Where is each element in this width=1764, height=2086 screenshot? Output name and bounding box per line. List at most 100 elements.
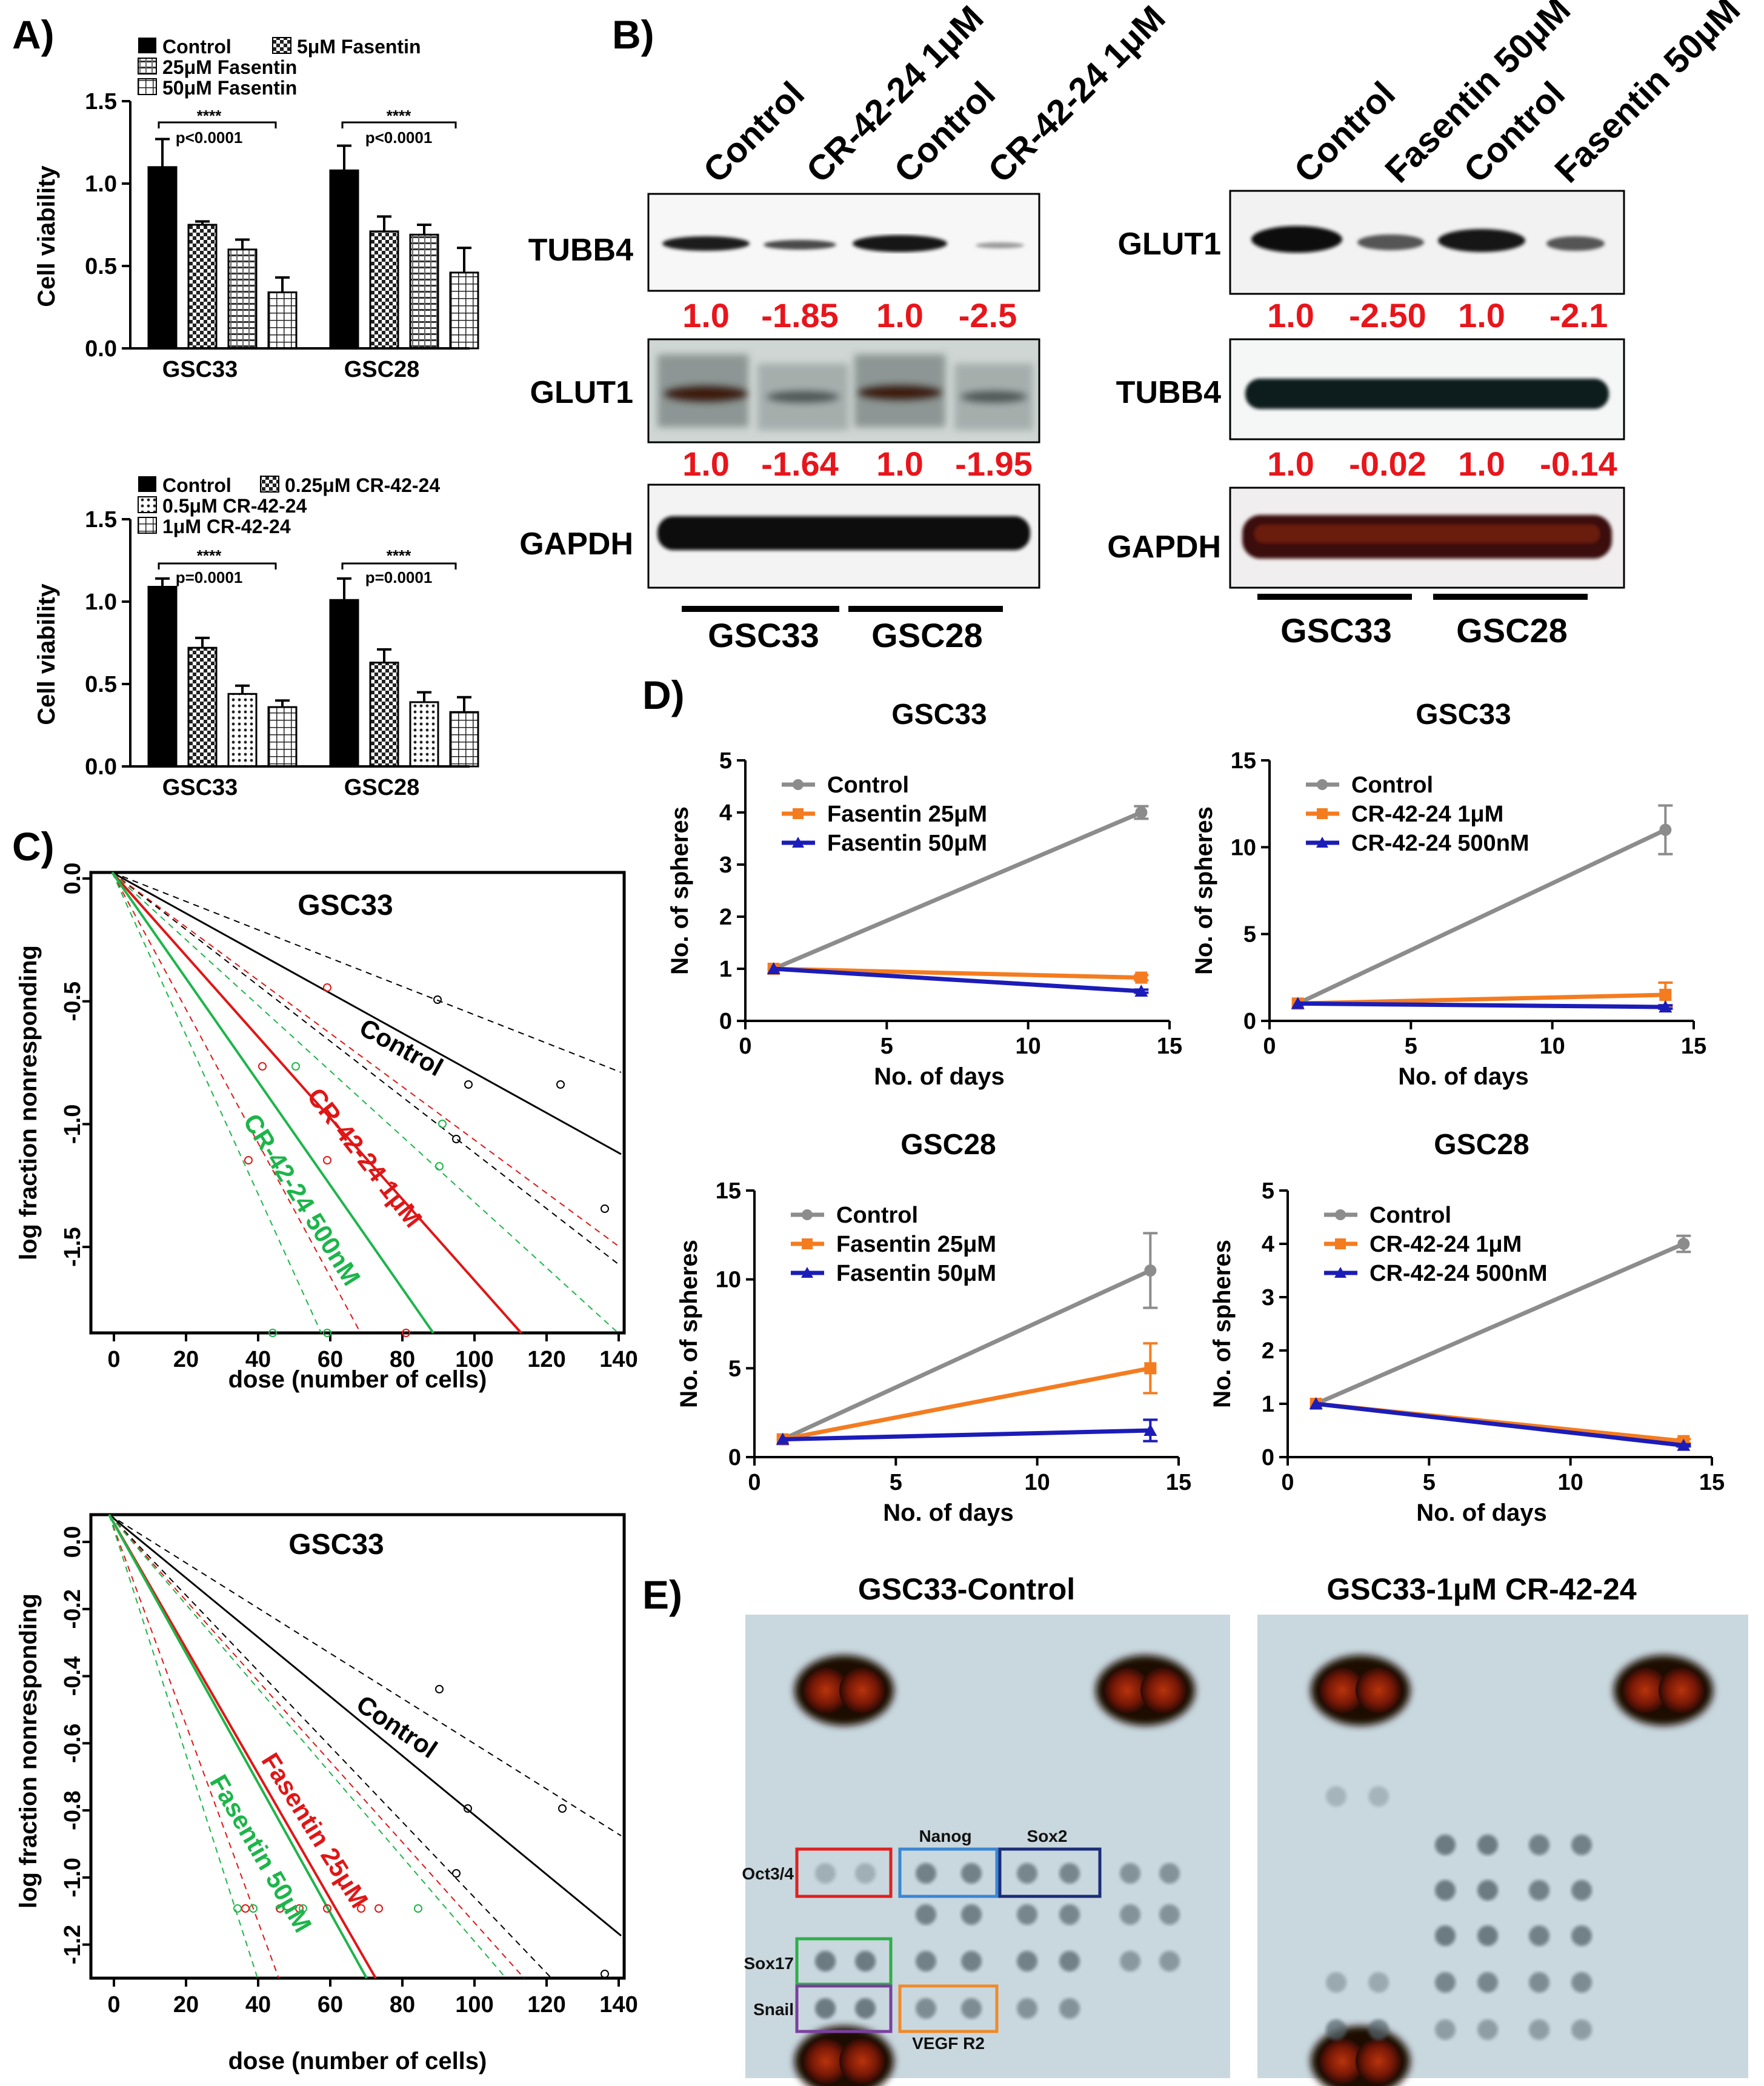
y-tick-label: 10 xyxy=(1231,835,1256,860)
antibody-spot xyxy=(815,1951,836,1971)
y-tick-label: 2 xyxy=(719,905,732,930)
y-tick-label: 4 xyxy=(719,800,732,826)
group-label-gsc28: GSC28 xyxy=(871,616,983,654)
x-tick-label: 120 xyxy=(527,1992,565,2018)
series-line-3 xyxy=(1297,1001,1666,1009)
reference-spot xyxy=(803,1667,849,1713)
x-tick-label: 120 xyxy=(527,1347,565,1372)
y-tick-label: 1 xyxy=(719,957,732,982)
y-tick-label: 0 xyxy=(728,1445,741,1470)
x-tick-label: 10 xyxy=(1016,1034,1041,1059)
legend-marker xyxy=(802,1238,813,1249)
fas25-fit-line xyxy=(108,1514,377,1979)
y-tick-label: -0.8 xyxy=(60,1790,85,1830)
antibody-spot xyxy=(1368,2019,1389,2040)
series-line-1 xyxy=(773,810,1142,971)
sphere-chart-3: GSC28 0 5 10 15 0 5 10 15 No. of days No. of spher… xyxy=(676,1129,1191,1526)
x-tick-label: 15 xyxy=(1681,1034,1706,1059)
panel-c-top-chart: GSC33 log fraction nonresponding dose (n… xyxy=(15,863,638,1393)
nanog-box xyxy=(898,1847,999,1898)
x-tick-label: 40 xyxy=(245,1347,271,1372)
bar-1-gsc33 xyxy=(147,166,178,350)
legend-label: Fasentin 25μM xyxy=(827,802,987,827)
antibody-spot xyxy=(855,1951,876,1971)
quant-glut1-4: -2.1 xyxy=(1549,296,1608,334)
legend-025um-cr: 0.25μM CR-42-24 xyxy=(285,474,440,496)
quant-tubb4-4: -2.5 xyxy=(959,296,1017,334)
legend-marker xyxy=(793,808,804,819)
x-tick-label: 140 xyxy=(599,1992,637,2018)
antibody-spot xyxy=(1477,1972,1498,1993)
sphere-chart-1: GSC33 0 1 2 3 4 5 0 5 10 15 No. of days No. of spher… xyxy=(667,699,1182,1090)
bar-4-gsc28 xyxy=(449,711,479,768)
y-tick-label: 5 xyxy=(719,748,732,774)
y-tick-label: -0.5 xyxy=(60,982,85,1021)
antibody-spot xyxy=(1435,1925,1456,1946)
reference-spot xyxy=(839,1667,885,1713)
x-tick-label: 15 xyxy=(1157,1034,1182,1059)
legend-label: Fasentin 50μM xyxy=(836,1261,996,1286)
panel-a-bottom-chart: Cell viability 0.00.51.01.5 GSC33 GSC28 … xyxy=(33,474,479,800)
y-tick-label: 4 xyxy=(1262,1232,1274,1257)
cr1um-fit-line xyxy=(111,871,522,1334)
data-point xyxy=(1135,971,1148,984)
y-tick-label: 15 xyxy=(716,1178,741,1204)
bar-3-gsc33 xyxy=(227,248,258,350)
sphere-chart-2: GSC33 0 5 10 15 0 5 10 15 No. of days No. of spher… xyxy=(1191,699,1706,1090)
antibody-spot xyxy=(815,1863,836,1884)
x-tick-label: 0 xyxy=(739,1034,751,1059)
antibody-spot xyxy=(961,1863,982,1884)
x-tick-label: 0 xyxy=(748,1470,761,1495)
bar-3-gsc28 xyxy=(409,233,439,350)
series-line-3 xyxy=(1316,1401,1684,1448)
y-tick-label: 0 xyxy=(1243,1009,1256,1034)
array-membrane-control xyxy=(745,1615,1230,2086)
reference-spot xyxy=(1319,2038,1365,2084)
x-tick-label: 0 xyxy=(107,1992,120,2018)
sig-stars-2: **** xyxy=(387,107,411,125)
group-label-gsc28: GSC28 xyxy=(1456,611,1568,649)
reference-spot xyxy=(1622,1667,1668,1713)
antibody-spot xyxy=(1435,2019,1456,2040)
series-line-2 xyxy=(773,966,1142,980)
antibody-spot xyxy=(1529,1880,1549,1901)
bar-2-gsc28 xyxy=(369,230,399,350)
blot-label-tubb4: TUBB4 xyxy=(528,233,633,268)
chart-title: GSC33 xyxy=(891,699,987,731)
label-oct: Oct3/4 xyxy=(742,1864,794,1883)
legend-swatch-5um xyxy=(272,37,291,54)
bar-3-gsc28 xyxy=(409,701,439,768)
antibody-spot xyxy=(916,1863,936,1884)
data-point xyxy=(1144,1362,1157,1375)
quant-glut1-1: 1.0 xyxy=(682,445,730,483)
legend-label: Fasentin 25μM xyxy=(836,1232,996,1257)
x-tick-label: 0 xyxy=(1263,1034,1276,1059)
antibody-spot xyxy=(1368,1972,1389,1993)
data-point xyxy=(1659,1000,1672,1013)
legend-label: CR-42-24 1μM xyxy=(1351,802,1503,827)
antibody-spot xyxy=(1159,1863,1180,1884)
legend-marker xyxy=(1335,1209,1346,1220)
quant-glut1-3: 1.0 xyxy=(876,445,924,483)
data-point xyxy=(1143,1424,1157,1436)
antibody-spot xyxy=(1477,1925,1498,1946)
snail-box xyxy=(795,1984,893,2033)
antibody-spot xyxy=(1571,2019,1592,2040)
antibody-spot xyxy=(1059,1904,1080,1925)
x-tick-label: 20 xyxy=(173,1347,199,1372)
y-tick-label: 0.0 xyxy=(60,1526,85,1558)
quant-glut1-2: -2.50 xyxy=(1349,296,1426,334)
x-tick-label: 0 xyxy=(107,1347,120,1372)
antibody-spot xyxy=(1059,1998,1080,2019)
group-bar-2 xyxy=(1433,594,1588,600)
y-tick-label: -0.6 xyxy=(60,1724,85,1763)
y-axis-label: No. of spheres xyxy=(676,1240,702,1408)
panel-a-top-cat-1: GSC33 xyxy=(162,357,238,382)
legend-marker xyxy=(792,837,804,848)
reference-spot xyxy=(1356,2038,1402,2084)
sox17-box xyxy=(795,1937,893,1986)
y-axis-label: No. of spheres xyxy=(1209,1240,1236,1408)
y-tick-label: 15 xyxy=(1231,748,1256,774)
legend-label: CR-42-24 500nM xyxy=(1370,1261,1548,1286)
y-tick-label: 1.0 xyxy=(85,590,117,615)
